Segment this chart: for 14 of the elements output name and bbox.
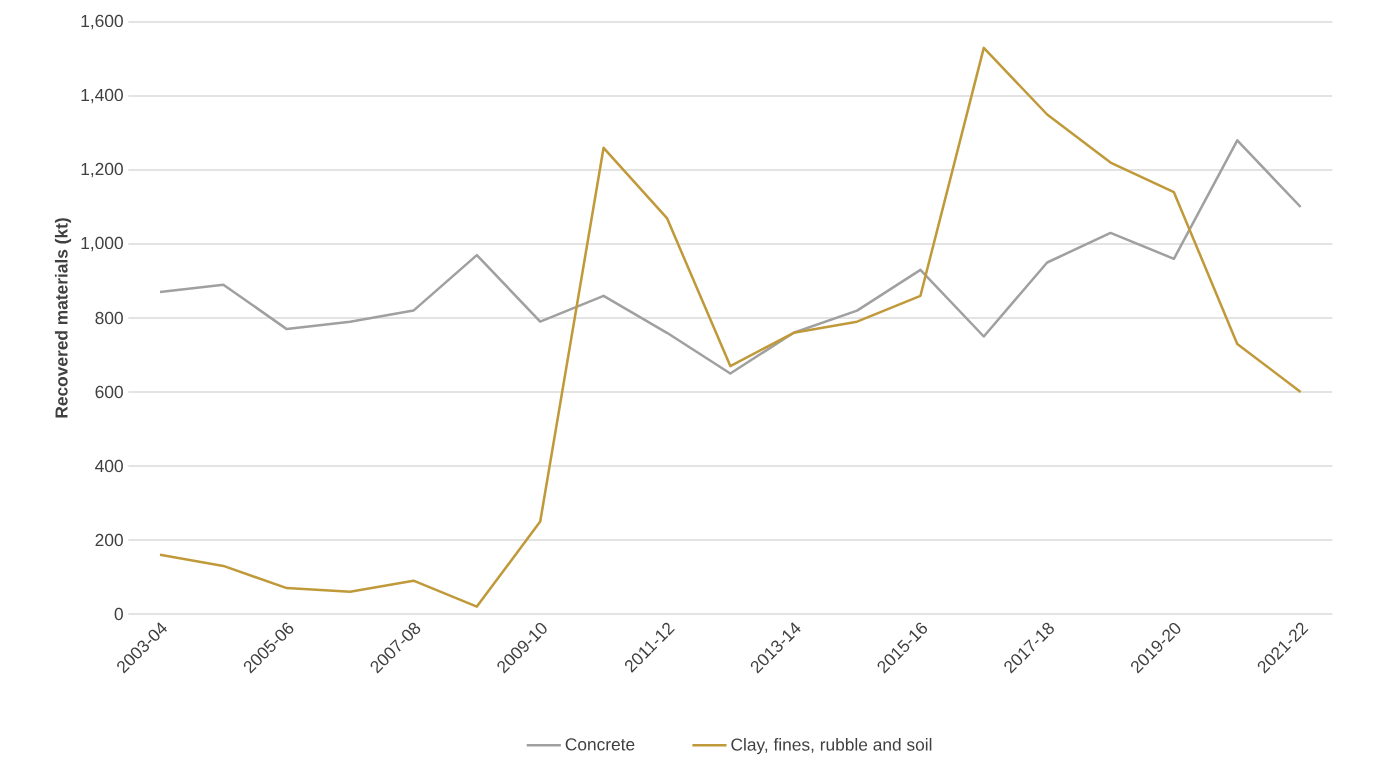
y-tick-label: 1,400	[81, 88, 123, 104]
y-tick-label: 200	[95, 533, 123, 547]
legend-label: Concrete	[565, 738, 635, 751]
y-tick-label: 600	[95, 385, 123, 399]
y-tick-label: 400	[95, 459, 123, 473]
y-tick-label: 800	[95, 311, 123, 325]
line-series	[158, 139, 1302, 375]
y-axis-title: Recovered materials (kt)	[54, 218, 72, 418]
line-series	[158, 46, 1302, 608]
y-tick-label: 1,600	[81, 14, 123, 30]
y-tick-label: 0	[114, 607, 123, 621]
legend-label: Clay, fines, rubble and soil	[731, 737, 932, 755]
y-tick-label: 1,000	[81, 236, 123, 252]
y-tick-label: 1,200	[81, 162, 123, 178]
